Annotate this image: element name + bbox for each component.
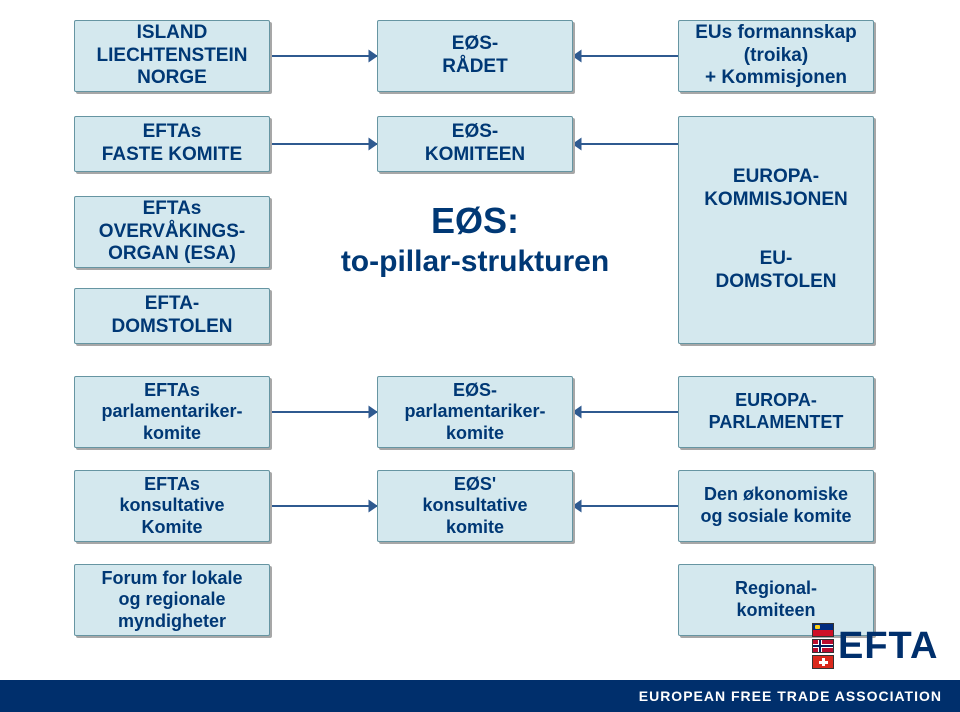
box-l1: ISLANDLIECHTENSTEINNORGE <box>74 20 270 92</box>
diagram-title-line2: to-pillar-strukturen <box>340 243 610 281</box>
box-l4: EFTA-DOMSTOLEN <box>74 288 270 344</box>
flag-liechtenstein-icon <box>812 623 834 637</box>
box-l6: EFTAskonsultativeKomite <box>74 470 270 542</box>
flag-norway-icon <box>812 639 834 653</box>
flag-switzerland-icon <box>812 655 834 669</box>
diagram-title-line1: EØS: <box>340 198 610 243</box>
box-c2: EØS-KOMITEEN <box>377 116 573 172</box>
box-c6: EØS'konsultativekomite <box>377 470 573 542</box>
box-r2: EUROPA-KOMMISJONEN EU-DOMSTOLEN <box>678 116 874 344</box>
footer-text: EUROPEAN FREE TRADE ASSOCIATION <box>639 688 942 704</box>
box-l5: EFTAsparlamentariker-komite <box>74 376 270 448</box>
efta-logo: EFTA <box>812 620 932 672</box>
box-l2: EFTAsFASTE KOMITE <box>74 116 270 172</box>
box-r6: Den økonomiskeog sosiale komite <box>678 470 874 542</box>
logo-text: EFTA <box>838 631 938 661</box>
box-c1: EØS-RÅDET <box>377 20 573 92</box>
logo-flags <box>812 623 834 669</box>
box-r5: EUROPA-PARLAMENTET <box>678 376 874 448</box>
box-r1: EUs formannskap(troika)+ Kommisjonen <box>678 20 874 92</box>
box-c5: EØS-parlamentariker-komite <box>377 376 573 448</box>
box-l7: Forum for lokaleog regionalemyndigheter <box>74 564 270 636</box>
diagram-title: EØS: to-pillar-strukturen <box>340 198 610 281</box>
box-l3: EFTAsOVERVÅKINGS-ORGAN (ESA) <box>74 196 270 268</box>
footer-bar: EUROPEAN FREE TRADE ASSOCIATION <box>0 680 960 712</box>
eos-two-pillar-diagram: ISLANDLIECHTENSTEINNORGE EØS-RÅDET EUs for… <box>0 0 960 712</box>
